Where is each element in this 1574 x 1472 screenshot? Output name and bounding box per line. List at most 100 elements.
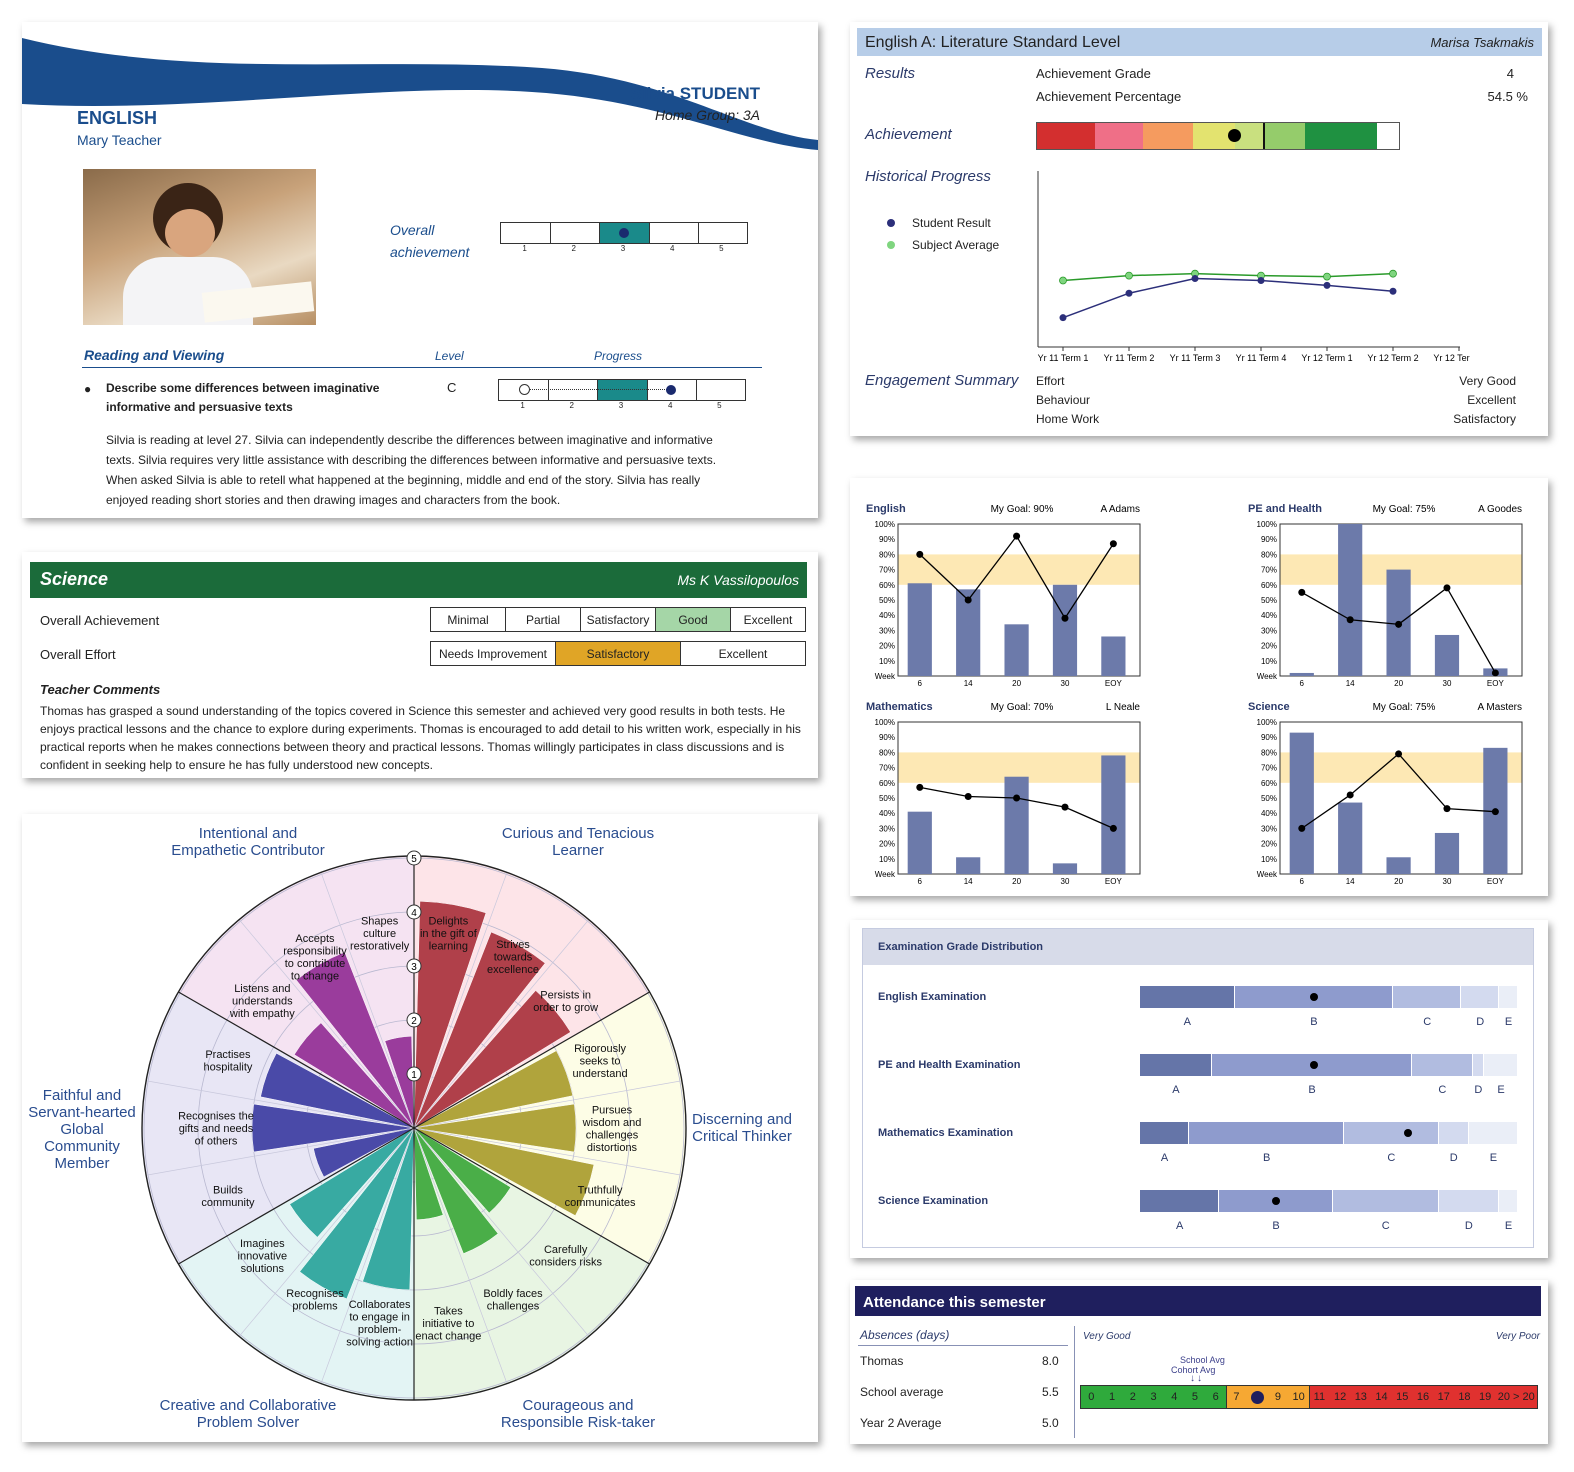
y-tick-label: 20%	[879, 642, 895, 651]
scale-option: Excellent	[680, 642, 805, 665]
exam-distribution-bar	[1140, 1122, 1518, 1144]
domain-title: Discerning and	[692, 1111, 792, 1128]
y-tick-label: 60%	[879, 581, 895, 590]
scale-cell: 10	[1288, 1386, 1309, 1408]
y-tick-label: 100%	[875, 718, 895, 727]
attribute-label: initiative to	[422, 1318, 474, 1330]
domain-title: Creative and Collaborative	[160, 1397, 337, 1414]
student-photo	[83, 169, 316, 325]
grade-letter: C	[1387, 1152, 1396, 1164]
series-point	[1389, 269, 1397, 278]
attendance-title: Attendance this semester	[863, 1294, 1046, 1311]
engagement-value: Excellent	[1467, 393, 1516, 407]
grade-segment	[1140, 986, 1234, 1008]
scale-number: 13	[1354, 1391, 1367, 1403]
progress-dotted-line	[523, 389, 672, 390]
result-point	[1109, 540, 1117, 548]
y-tick-label: 80%	[879, 550, 895, 559]
x-tick-label: Yr 12 Term 1	[1301, 353, 1352, 363]
domain-title: Servant-hearted	[28, 1104, 136, 1121]
exam-distribution-bar	[1140, 1190, 1518, 1212]
grade-letter: D	[1476, 1016, 1485, 1028]
y-tick-label: 10%	[879, 855, 895, 864]
x-tick-label: 14	[964, 877, 973, 886]
x-tick-label: 30	[1443, 877, 1452, 886]
teacher-name: Mary Teacher	[77, 132, 162, 148]
grade-value: 4	[1506, 66, 1514, 81]
week-label: Week	[875, 672, 896, 681]
chart-title: English	[866, 503, 906, 515]
school-avg-label: School Avg	[1180, 1355, 1225, 1365]
goal-bar	[956, 857, 981, 874]
science-teacher: Ms K Vassilopoulos	[677, 572, 799, 588]
grade-label: Achievement Grade	[1036, 66, 1151, 81]
y-tick-label: 60%	[1261, 581, 1277, 590]
scale-cell: 9	[1267, 1386, 1289, 1408]
scale-divider	[548, 380, 550, 400]
domain-title: Critical Thinker	[692, 1128, 792, 1145]
goal-bar	[1338, 802, 1363, 874]
engagement-item: Effort	[1036, 374, 1065, 388]
week-label: Week	[1257, 870, 1278, 879]
scale-option: Partial	[505, 608, 580, 631]
student-name: Silvia STUDENT	[630, 84, 760, 103]
y-tick-label: 30%	[1261, 626, 1277, 635]
attribute-label: Shapes	[361, 916, 399, 928]
scale-number: 20 > 20	[1497, 1391, 1535, 1403]
y-tick-label: 70%	[879, 764, 895, 773]
legend-student-dot	[887, 219, 895, 227]
percent-value: 54.5 %	[1487, 89, 1528, 104]
scale-number: 6	[1212, 1391, 1219, 1403]
grade-segment	[1189, 1122, 1344, 1144]
scale-divider	[599, 223, 601, 243]
y-tick-label: 10%	[879, 657, 895, 666]
chart-goal: My Goal: 90%	[991, 504, 1054, 515]
scale-label: 5	[411, 854, 417, 865]
band-boundary	[1226, 1386, 1228, 1408]
very-good-label: Very Good	[1083, 1331, 1131, 1342]
scale-cell: 18	[1454, 1386, 1475, 1408]
scale-cell: 6	[1205, 1386, 1227, 1408]
scale-number: 2	[569, 401, 574, 410]
attribute-label: gifts and needs	[179, 1123, 254, 1135]
scale-number: 19	[1479, 1391, 1492, 1403]
effort-scale: Needs Improvement Satisfactory Excellent	[430, 641, 806, 666]
attribute-label: Delights	[429, 916, 469, 928]
attendance-card: Attendance this semester Absences (days)…	[850, 1280, 1548, 1444]
grade-segment	[1499, 986, 1517, 1008]
attribute-label: communicates	[565, 1197, 636, 1209]
attribute-label: to change	[291, 970, 339, 982]
scale-number: 2	[1129, 1391, 1136, 1403]
x-tick-label: Yr 11 Term 4	[1236, 353, 1287, 363]
scale-number: 9	[1274, 1391, 1281, 1403]
domain-title: Learner	[552, 842, 604, 859]
series-point	[1059, 276, 1067, 285]
result-point	[1298, 824, 1306, 832]
attribute-label: Persists in	[540, 989, 591, 1001]
x-tick-label: 6	[1300, 679, 1305, 688]
attribute-label: to contribute	[285, 958, 346, 970]
attribute-label: seeks to	[580, 1055, 621, 1067]
progress-scale	[498, 379, 746, 401]
student-marker	[1272, 1197, 1281, 1205]
literature-title: English A: Literature Standard Level	[865, 34, 1121, 51]
attribute-wedge	[413, 1103, 577, 1153]
x-tick-label: 20	[1394, 679, 1403, 688]
scale-number: 17	[1437, 1391, 1450, 1403]
scale-cell: 13	[1350, 1386, 1372, 1408]
scale-option: Minimal	[447, 612, 489, 627]
scale-number: 14	[1375, 1391, 1388, 1403]
attribute-wedge	[293, 1022, 415, 1129]
scale-number: 0	[1088, 1391, 1095, 1403]
attendance-row-value: 5.0	[1042, 1416, 1059, 1430]
scale-number: 5	[719, 244, 724, 253]
attribute-label: to engage in	[349, 1312, 410, 1324]
grade-letter: C	[1381, 1220, 1390, 1232]
comment-line: enjoys practical lessons and the chance …	[40, 722, 801, 736]
comment-line: texts. Silvia requires very little assis…	[106, 453, 717, 467]
scale-divider	[550, 223, 552, 243]
scale-number: 11	[1313, 1391, 1326, 1403]
literature-report-card: English A: Literature Standard Level Mar…	[850, 22, 1548, 436]
scale-divider	[597, 380, 599, 400]
y-tick-label: 80%	[1261, 748, 1277, 757]
